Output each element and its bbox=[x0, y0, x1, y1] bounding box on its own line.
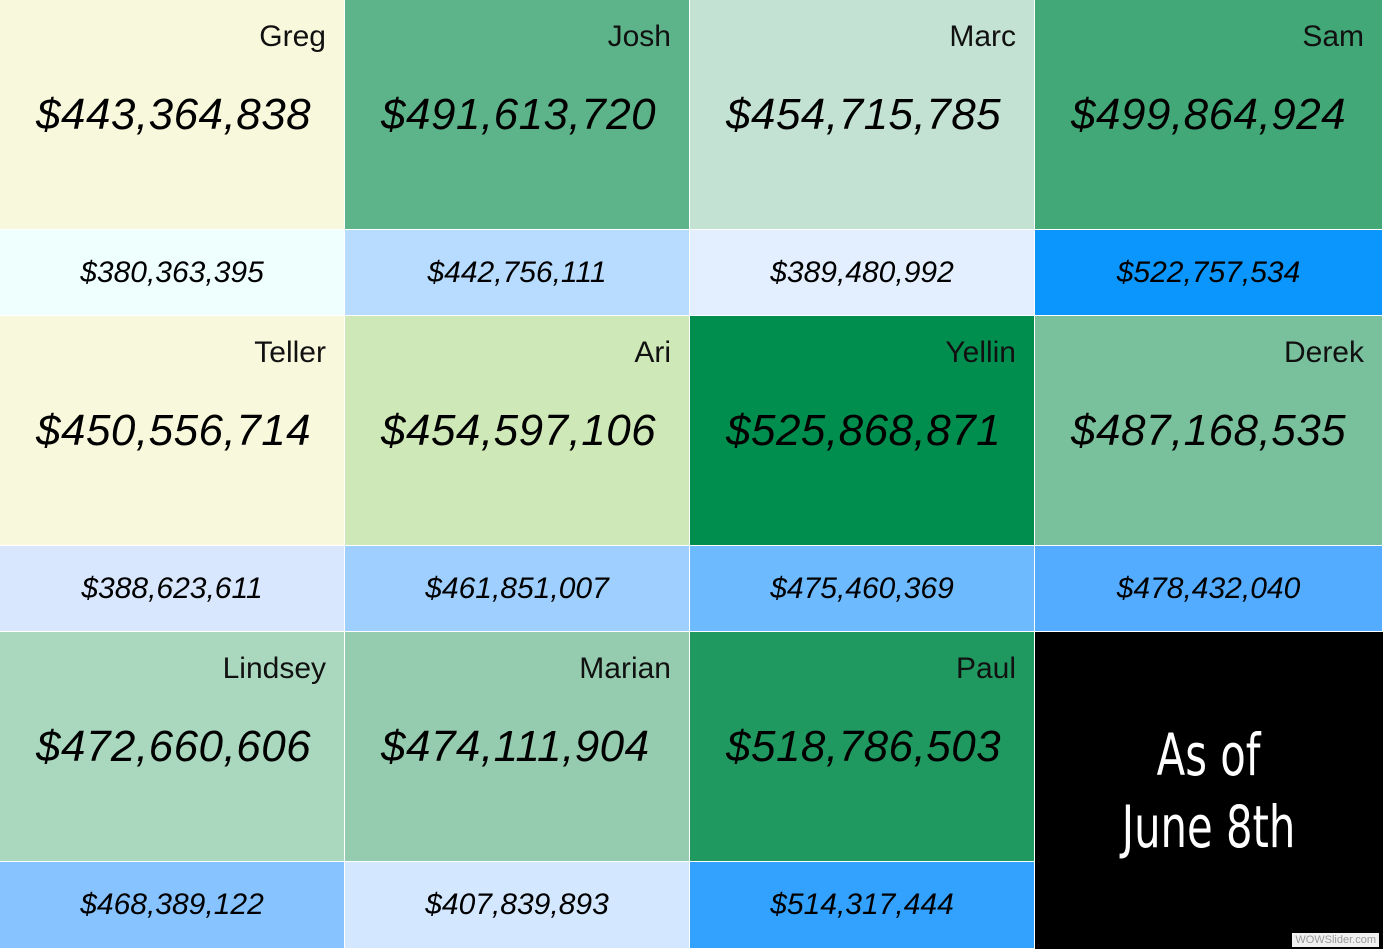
as-of-label: As of bbox=[1157, 720, 1261, 789]
paul-secondary: $514,317,444 bbox=[690, 862, 1035, 949]
card-name: Marian bbox=[579, 652, 671, 685]
josh-card: Josh $491,613,720 bbox=[345, 0, 690, 230]
greg-secondary: $380,363,395 bbox=[0, 230, 345, 316]
main-value: $518,786,503 bbox=[726, 722, 1002, 771]
card-name: Josh bbox=[607, 20, 671, 53]
lindsey-secondary: $468,389,122 bbox=[0, 862, 345, 949]
secondary-value: $407,839,893 bbox=[425, 888, 609, 921]
as-of-date-panel: As of June 8th bbox=[1035, 632, 1383, 949]
card-name: Lindsey bbox=[222, 652, 326, 685]
main-value: $499,864,924 bbox=[1071, 90, 1347, 139]
secondary-value: $478,432,040 bbox=[1116, 571, 1301, 605]
derek-card: Derek $487,168,535 bbox=[1035, 316, 1383, 546]
paul-card: Paul $518,786,503 bbox=[690, 632, 1035, 862]
teller-card: Teller $450,556,714 bbox=[0, 316, 345, 546]
derek-secondary: $478,432,040 bbox=[1035, 546, 1383, 632]
card-name: Derek bbox=[1283, 336, 1364, 369]
card-name: Yellin bbox=[945, 336, 1016, 369]
main-value: $472,660,606 bbox=[36, 722, 312, 771]
main-value: $450,556,714 bbox=[36, 406, 312, 455]
marc-secondary: $389,480,992 bbox=[690, 230, 1035, 316]
secondary-value: $475,460,369 bbox=[770, 571, 954, 605]
card-name: Paul bbox=[955, 652, 1016, 685]
secondary-value: $388,623,611 bbox=[81, 571, 263, 605]
lindsey-card: Lindsey $472,660,606 bbox=[0, 632, 345, 862]
teller-secondary: $388,623,611 bbox=[0, 546, 345, 632]
marian-card: Marian $474,111,904 bbox=[345, 632, 690, 862]
card-name: Greg bbox=[259, 20, 326, 53]
josh-secondary: $442,756,111 bbox=[345, 230, 690, 316]
marian-secondary: $407,839,893 bbox=[345, 862, 690, 949]
secondary-value: $468,389,122 bbox=[80, 888, 264, 921]
date-label: June 8th bbox=[1122, 792, 1296, 861]
secondary-value: $461,851,007 bbox=[425, 571, 609, 605]
card-name: Marc bbox=[949, 20, 1016, 53]
secondary-value: $389,480,992 bbox=[770, 255, 954, 289]
main-value: $487,168,535 bbox=[1071, 406, 1347, 455]
ari-secondary: $461,851,007 bbox=[345, 546, 690, 632]
card-name: Ari bbox=[634, 336, 671, 369]
card-name: Sam bbox=[1302, 20, 1364, 53]
main-value: $454,715,785 bbox=[726, 90, 1002, 139]
secondary-value: $442,756,111 bbox=[427, 255, 607, 289]
main-value: $454,597,106 bbox=[381, 406, 657, 455]
secondary-value: $380,363,395 bbox=[80, 255, 264, 289]
yellin-secondary: $475,460,369 bbox=[690, 546, 1035, 632]
yellin-card: Yellin $525,868,871 bbox=[690, 316, 1035, 546]
greg-card: Greg $443,364,838 bbox=[0, 0, 345, 230]
marc-card: Marc $454,715,785 bbox=[690, 0, 1035, 230]
ari-card: Ari $454,597,106 bbox=[345, 316, 690, 546]
card-name: Teller bbox=[254, 336, 326, 369]
watermark: WOWSlider.com bbox=[1292, 933, 1379, 947]
secondary-value: $514,317,444 bbox=[770, 888, 954, 921]
main-value: $474,111,904 bbox=[381, 722, 650, 771]
main-value: $443,364,838 bbox=[36, 90, 312, 139]
sam-card: Sam $499,864,924 bbox=[1035, 0, 1383, 230]
as-of-date-text: As of June 8th bbox=[1122, 719, 1296, 863]
main-value: $525,868,871 bbox=[726, 406, 1002, 455]
main-value: $491,613,720 bbox=[381, 90, 657, 139]
sam-secondary: $522,757,534 bbox=[1035, 230, 1383, 316]
secondary-value: $522,757,534 bbox=[1116, 255, 1301, 289]
